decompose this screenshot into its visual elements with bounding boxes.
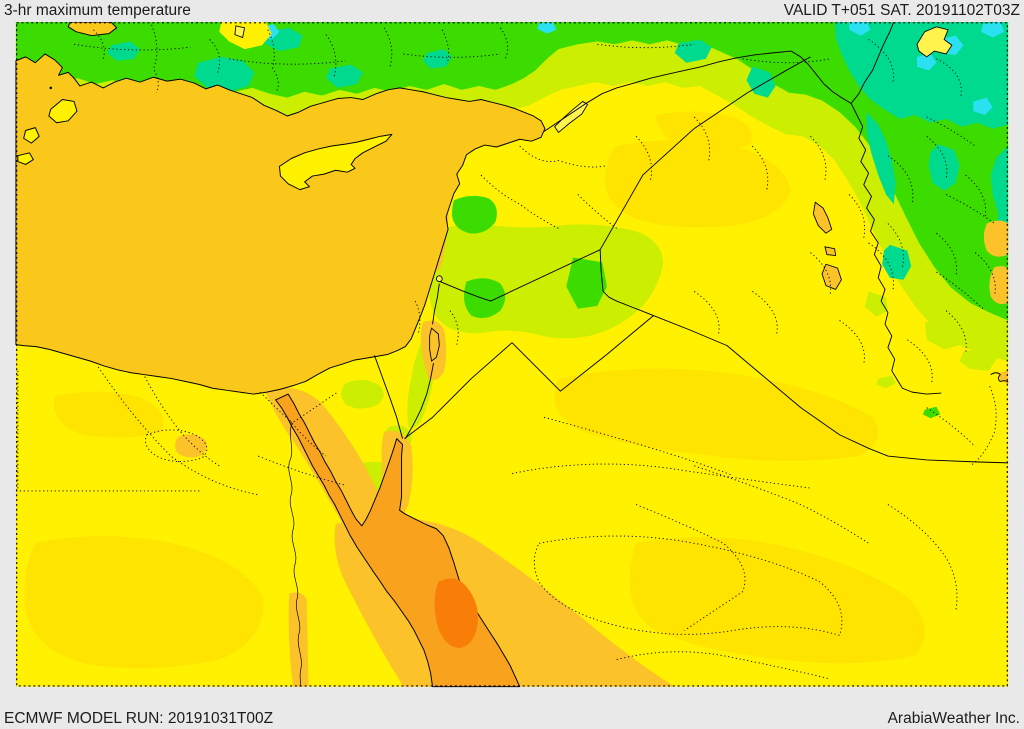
warm-land-patches — [24, 111, 925, 669]
nile-river — [259, 391, 338, 687]
lake-habbaniyah — [824, 246, 837, 257]
lake-razzaza — [821, 263, 842, 290]
turkey-iraq-border — [790, 50, 852, 104]
lake-van — [916, 26, 953, 58]
cyprus-island — [278, 133, 393, 191]
valid-time-label: VALID T+051 SAT. 20191102T03Z — [783, 2, 1020, 19]
jordan-iraq-border — [599, 249, 617, 302]
map-frame — [16, 22, 1008, 687]
header-bar: 3-hr maximum temperature VALID T+051 SAT… — [0, 0, 1024, 22]
lake-tuz — [234, 25, 246, 39]
lebanon-mountains-green — [451, 195, 497, 234]
sea-of-galilee — [435, 275, 443, 283]
credit-label: ArabiaWeather Inc. — [887, 709, 1020, 727]
israel-jordan-border — [405, 283, 440, 439]
lakes — [234, 25, 953, 362]
map-title: 3-hr maximum temperature — [4, 2, 191, 19]
turkey-iran-border — [850, 22, 895, 104]
country-borders — [373, 22, 1009, 464]
syria-jordan-border — [440, 249, 601, 302]
iraq-iran-border — [850, 103, 942, 395]
dead-sea — [429, 327, 440, 362]
aegean-islands — [17, 86, 78, 165]
temperature-map — [15, 22, 1009, 688]
admin-borders-dotted — [15, 24, 997, 680]
lake-tharthar — [812, 201, 833, 234]
sea-of-marmara — [67, 22, 118, 37]
mediterranean-sea — [15, 53, 546, 395]
turkey-syria-border — [543, 50, 792, 132]
kuwait-bay-coast — [990, 372, 1009, 383]
footer-bar: ECMWF MODEL RUN: 20191031T00Z ArabiaWeat… — [0, 708, 1024, 729]
iraq-saudi-border — [616, 300, 1009, 464]
jordan-saudi-border — [404, 315, 654, 440]
lake-assad — [554, 100, 589, 134]
red-sea-hottest-core — [434, 578, 478, 648]
syria-iraq-border — [599, 56, 811, 250]
model-run-label: ECMWF MODEL RUN: 20191031T00Z — [4, 709, 274, 727]
israel-egypt-border — [373, 355, 403, 439]
